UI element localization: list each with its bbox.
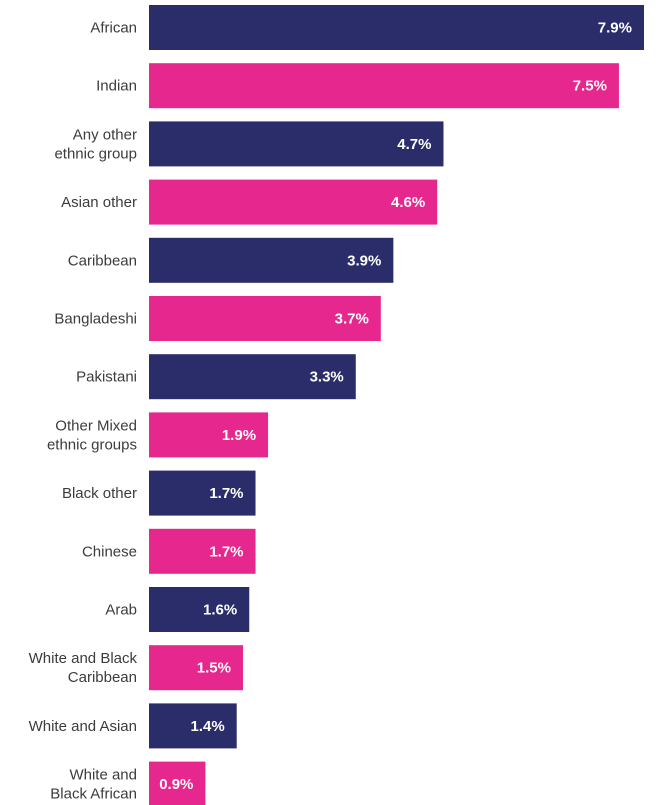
value-label-white-and-asian: 1.4% xyxy=(191,718,225,735)
bar-white-and-asian xyxy=(149,703,237,749)
category-label-chinese: Chinese xyxy=(82,543,137,560)
category-label-bangladeshi: Bangladeshi xyxy=(54,311,137,328)
bar-pakistani xyxy=(149,354,356,400)
category-label-other-mixed-ethnic-groups: Other Mixed ethnic groups xyxy=(47,417,137,453)
category-label-arab: Arab xyxy=(105,602,137,619)
value-label-other-mixed-ethnic-groups: 1.9% xyxy=(222,427,256,444)
category-label-white-and-black-caribbean: White and Black Caribbean xyxy=(29,650,138,686)
category-label-indian: Indian xyxy=(96,78,137,95)
bar-any-other-ethnic-group xyxy=(149,121,444,167)
bar-caribbean xyxy=(149,237,394,283)
value-label-white-and-black-caribbean: 1.5% xyxy=(197,660,231,677)
value-label-arab: 1.6% xyxy=(203,602,237,619)
bar-other-mixed-ethnic-groups xyxy=(149,412,269,458)
category-label-asian-other: Asian other xyxy=(61,194,137,211)
bar-black-other xyxy=(149,470,256,516)
value-label-indian: 7.5% xyxy=(573,78,607,95)
bar-arab xyxy=(149,587,250,632)
category-label-caribbean: Caribbean xyxy=(68,252,137,269)
value-label-black-other: 1.7% xyxy=(209,485,243,502)
bar-bangladeshi xyxy=(149,296,381,341)
value-label-white-and-black-african: 0.9% xyxy=(159,776,193,793)
bar-white-and-black-african xyxy=(149,761,206,805)
value-label-caribbean: 3.9% xyxy=(347,252,381,269)
value-label-african: 7.9% xyxy=(598,20,632,37)
value-label-any-other-ethnic-group: 4.7% xyxy=(397,136,431,153)
bar-african xyxy=(149,5,644,50)
category-label-black-other: Black other xyxy=(62,485,137,502)
category-label-african: African xyxy=(90,20,137,37)
category-label-white-and-asian: White and Asian xyxy=(29,718,137,735)
bar-indian xyxy=(149,63,619,109)
category-label-any-other-ethnic-group: Any other ethnic group xyxy=(54,126,137,162)
category-label-pakistani: Pakistani xyxy=(76,369,137,386)
bar-chinese xyxy=(149,528,256,574)
value-label-pakistani: 3.3% xyxy=(310,369,344,386)
value-label-chinese: 1.7% xyxy=(209,543,243,560)
bar-white-and-black-caribbean xyxy=(149,645,243,691)
value-label-asian-other: 4.6% xyxy=(391,194,425,211)
bar-asian-other xyxy=(149,179,438,225)
value-label-bangladeshi: 3.7% xyxy=(335,311,369,328)
category-label-white-and-black-african: White and Black African xyxy=(50,767,137,803)
